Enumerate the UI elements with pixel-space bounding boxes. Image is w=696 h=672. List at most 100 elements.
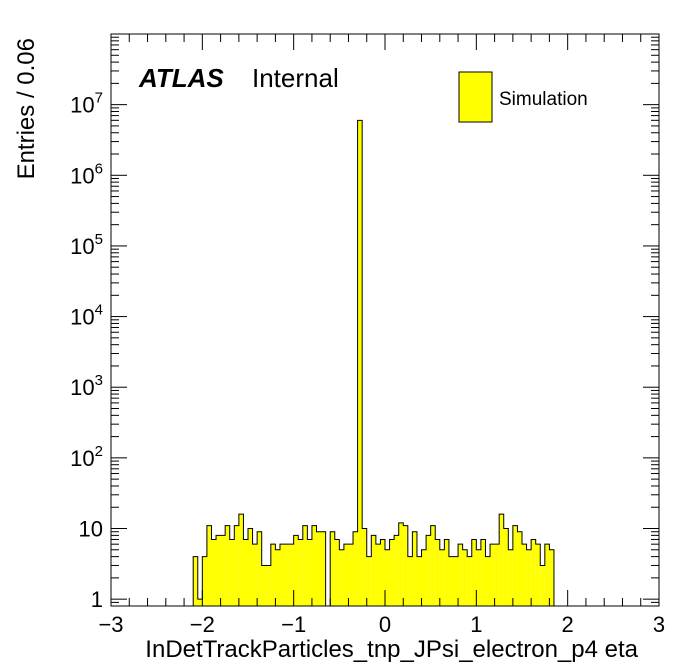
y-tick-label: 105 xyxy=(70,231,103,259)
histogram-bar xyxy=(307,539,312,606)
histogram-bar xyxy=(517,531,522,606)
histogram-bar xyxy=(426,535,431,606)
x-tick-label: 0 xyxy=(379,612,391,637)
histogram-bar xyxy=(225,525,230,606)
histogram-bar xyxy=(334,539,340,606)
histogram-bars xyxy=(192,119,555,607)
histogram-bar xyxy=(293,535,299,606)
histogram-bar xyxy=(366,556,372,606)
histogram-bar xyxy=(289,544,294,606)
x-tick-label: −1 xyxy=(281,612,306,637)
histogram-bar xyxy=(257,531,262,606)
histogram-bar xyxy=(540,565,545,606)
y-tick-labels: 1 10 102 103 104 105 106 107 xyxy=(70,90,103,613)
histogram-bar xyxy=(311,525,317,606)
histogram-bar xyxy=(302,525,308,606)
histogram-bar xyxy=(385,549,390,606)
histogram-bar xyxy=(480,539,486,606)
x-tick-labels: −3 −2 −1 0 1 2 3 xyxy=(98,612,665,637)
axis-ticks xyxy=(110,33,660,607)
histogram-bar xyxy=(549,549,554,606)
y-tick-label: 104 xyxy=(70,302,103,330)
x-tick-label: −3 xyxy=(98,612,123,637)
histogram-bar xyxy=(494,544,500,606)
histogram-bar xyxy=(448,556,454,606)
histogram-bar xyxy=(202,556,207,606)
histogram-bar xyxy=(508,549,513,606)
y-tick-label: 107 xyxy=(70,90,103,118)
y-axis-title: Entries / 0.06 xyxy=(13,38,40,179)
histogram-bar xyxy=(389,539,395,606)
histogram-bar xyxy=(407,556,413,606)
histogram-bar xyxy=(362,528,367,606)
histogram-bar xyxy=(343,544,349,606)
histogram-bar xyxy=(421,549,427,606)
histogram-bar xyxy=(248,528,253,606)
legend-label: Simulation xyxy=(499,89,588,110)
internal-label: Internal xyxy=(252,63,339,93)
histogram-outline xyxy=(192,119,555,607)
y-tick-label: 102 xyxy=(70,443,103,471)
legend-swatch xyxy=(458,71,493,123)
histogram-bar xyxy=(261,565,267,606)
histogram-bar xyxy=(476,549,481,606)
histogram-bar xyxy=(499,514,504,606)
histogram-bar xyxy=(353,531,358,606)
y-tick-label: 10 xyxy=(79,517,103,542)
histogram-bar xyxy=(284,544,290,606)
histogram-bar xyxy=(416,556,422,606)
histogram-bar xyxy=(503,528,509,606)
histogram-bar xyxy=(485,556,491,606)
histogram-bar xyxy=(380,539,385,606)
histogram-bar xyxy=(234,525,239,606)
histogram-bar xyxy=(535,544,541,606)
histogram-bar xyxy=(321,531,326,606)
histogram-bar xyxy=(206,525,212,606)
histogram-bar xyxy=(444,539,449,606)
y-tick-label: 106 xyxy=(70,160,103,188)
histogram-bar xyxy=(243,539,248,606)
histogram-bar xyxy=(430,525,436,606)
histogram-bar xyxy=(339,549,344,606)
histogram-bar xyxy=(462,549,468,606)
x-tick-label: 2 xyxy=(562,612,574,637)
histogram-bar xyxy=(490,544,495,606)
histogram-bar xyxy=(471,539,477,606)
histogram-bar xyxy=(398,522,404,606)
histogram-bar xyxy=(357,120,363,607)
histogram-bar xyxy=(403,525,408,606)
atlas-label: ATLAS xyxy=(138,63,224,93)
histogram-bar xyxy=(412,531,417,606)
histogram-bar xyxy=(371,535,376,606)
histogram-bar xyxy=(435,539,440,606)
histogram-bar xyxy=(330,531,335,606)
histogram-bar xyxy=(275,549,280,606)
histogram-bar xyxy=(453,556,459,606)
y-tick-label: 1 xyxy=(91,587,103,612)
x-tick-label: −2 xyxy=(190,612,215,637)
histogram-bar xyxy=(298,539,303,606)
legend: Simulation xyxy=(458,71,588,123)
histogram-bar xyxy=(439,549,445,606)
histogram-bar xyxy=(544,544,550,606)
histogram-bar xyxy=(211,539,217,606)
y-tick-label: 103 xyxy=(70,372,103,400)
histogram-bar xyxy=(522,544,527,606)
histogram-bar xyxy=(375,544,381,606)
histogram-bar xyxy=(394,535,399,606)
histogram-bar xyxy=(220,535,226,606)
histogram-bar xyxy=(252,544,258,606)
x-axis-title: InDetTrackParticles_tnp_JPsi_electron_p4… xyxy=(145,636,638,663)
histogram-bar xyxy=(316,531,322,606)
histogram-bar xyxy=(193,556,198,606)
histogram-bar xyxy=(197,599,203,606)
histogram-bar xyxy=(348,544,354,606)
histogram-bar xyxy=(238,514,244,606)
plot-frame xyxy=(110,33,660,607)
histogram-bar xyxy=(531,539,536,606)
histogram-bar xyxy=(229,539,235,606)
histogram-bar xyxy=(526,549,532,606)
histogram-bar xyxy=(216,535,221,606)
histogram-bar xyxy=(266,565,271,606)
